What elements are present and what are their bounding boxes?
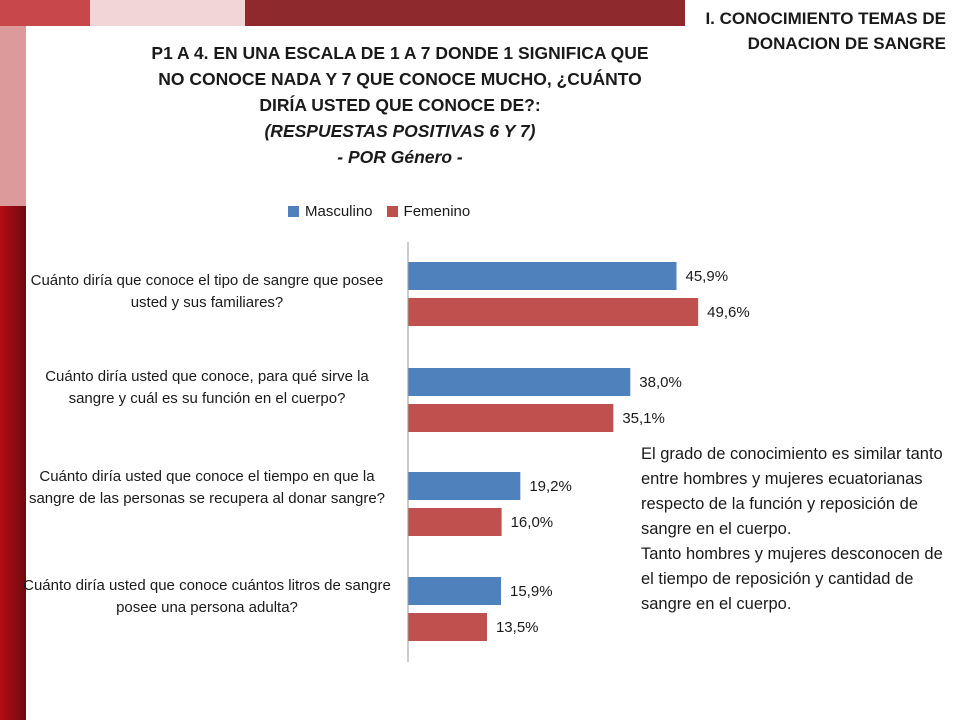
bar-femenino-1 (408, 298, 699, 326)
category-label-1: Cuánto diría que conoce el tipo de sangr… (30, 272, 384, 311)
legend-label-femenino: Femenino (403, 203, 471, 220)
bar-femenino-3 (408, 508, 502, 536)
bar-masculino-1 (408, 262, 677, 290)
chart-legend: Masculino Femenino (288, 203, 470, 220)
title-line-4: (RESPUESTAS POSITIVAS 6 Y 7) (264, 121, 536, 141)
legend-item-masculino: Masculino (288, 203, 373, 220)
header-band-middle (90, 0, 245, 26)
data-label-masculino-1: 45,9% (686, 268, 729, 285)
data-label-femenino-2: 35,1% (622, 410, 665, 427)
note-paragraph-2: Tanto hombres y mujeres desconocen de el… (641, 545, 943, 613)
chart-title: P1 A 4. EN UNA ESCALA DE 1 A 7 DONDE 1 S… (90, 40, 710, 170)
note-paragraph-1: El grado de conocimiento es similar tant… (641, 445, 943, 538)
header-band-right (245, 0, 685, 26)
note-box: El grado de conocimiento es similar tant… (641, 442, 953, 617)
side-band-dark (0, 206, 26, 720)
header-band-left (0, 0, 90, 26)
title-line-1: P1 A 4. EN UNA ESCALA DE 1 A 7 DONDE 1 S… (151, 43, 649, 63)
data-label-femenino-1: 49,6% (707, 304, 750, 321)
data-label-masculino-3: 19,2% (529, 478, 572, 495)
bar-masculino-2 (408, 368, 631, 396)
title-line-2: NO CONOCE NADA Y 7 QUE CONOCE MUCHO, ¿CU… (158, 69, 642, 89)
data-label-femenino-4: 13,5% (496, 619, 539, 636)
data-label-femenino-3: 16,0% (511, 514, 554, 531)
category-label-3: Cuánto diría usted que conoce el tiempo … (28, 468, 386, 507)
title-line-3: DIRÍA USTED QUE CONOCE DE?: (259, 95, 541, 115)
category-label-4: Cuánto diría usted que conoce cuántos li… (23, 577, 391, 616)
legend-swatch-masculino (288, 206, 299, 217)
legend-swatch-femenino (386, 206, 398, 217)
data-label-masculino-2: 38,0% (639, 374, 682, 391)
legend-item-femenino: Femenino (386, 203, 471, 220)
side-band-light (0, 26, 26, 206)
bar-masculino-3 (408, 472, 521, 500)
bar-femenino-4 (408, 613, 487, 641)
section-label: I. CONOCIMIENTO TEMAS DE DONACION DE SAN… (705, 9, 946, 53)
bar-masculino-4 (408, 577, 502, 605)
bar-femenino-2 (408, 404, 614, 432)
category-label-2: Cuánto diría usted que conoce, para qué … (45, 368, 369, 407)
title-line-5: - POR Género - (337, 147, 463, 167)
data-label-masculino-4: 15,9% (510, 583, 553, 600)
legend-label-masculino: Masculino (305, 203, 373, 220)
